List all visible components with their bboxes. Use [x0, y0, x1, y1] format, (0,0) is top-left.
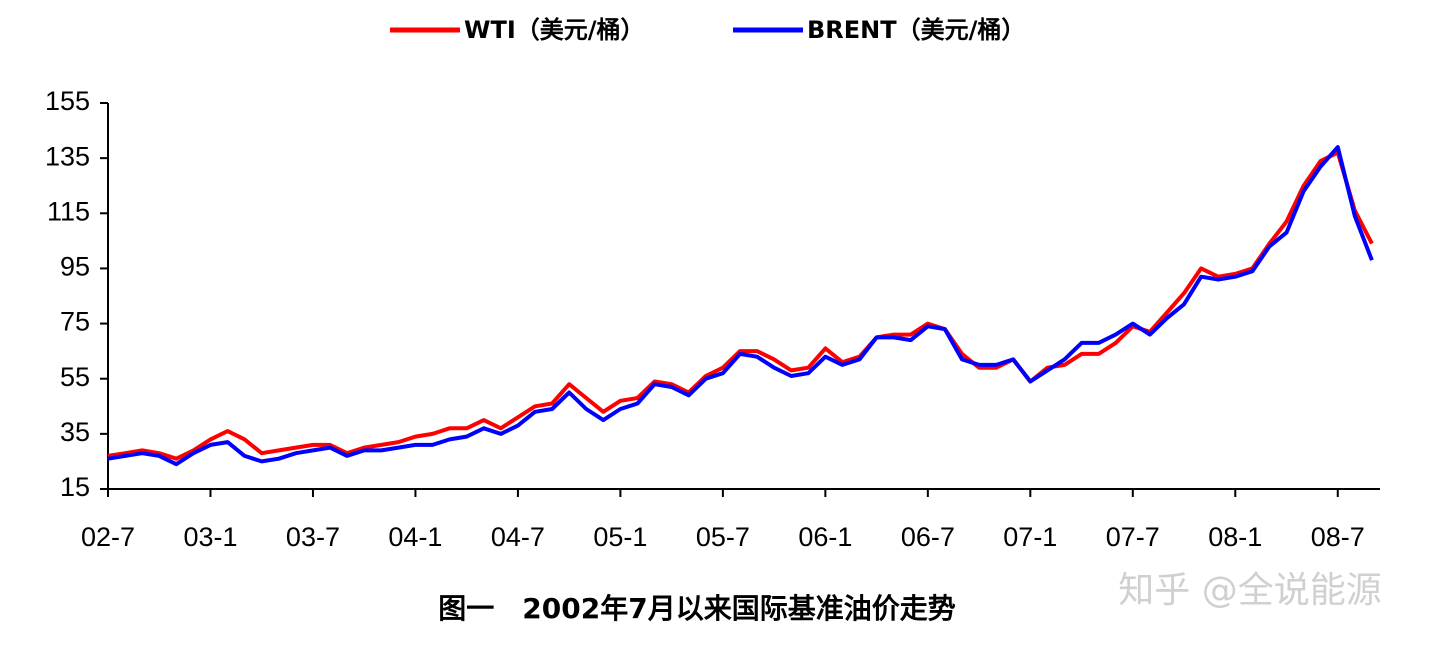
watermark: 知乎 @全说能源	[1118, 570, 1381, 611]
x-tick-label: 02-7	[81, 522, 135, 552]
y-tick-label: 75	[60, 307, 90, 337]
x-tick-label: 06-7	[901, 522, 955, 552]
y-tick-label: 155	[45, 86, 90, 116]
x-tick-label: 05-7	[696, 522, 750, 552]
y-tick-label: 15	[60, 472, 90, 502]
x-tick-label: 08-7	[1311, 522, 1365, 552]
x-tick-label: 07-1	[1003, 522, 1057, 552]
legend-label: WTI（美元/桶）	[464, 16, 645, 44]
y-tick-label: 135	[45, 141, 90, 171]
y-tick-label: 95	[60, 252, 90, 282]
x-tick-label: 04-1	[388, 522, 442, 552]
y-tick-label: 55	[60, 362, 90, 392]
legend-label: BRENT（美元/桶）	[807, 16, 1025, 44]
chart-title: 图一 2002年7月以来国际基准油价走势	[438, 592, 955, 625]
x-tick-label: 06-1	[798, 522, 852, 552]
line-series	[107, 150, 1374, 461]
y-tick-label: 115	[47, 196, 90, 226]
x-tick-label: 03-1	[183, 522, 237, 552]
line-series	[107, 145, 1374, 467]
x-tick-label: 08-1	[1208, 522, 1262, 552]
x-tick-label: 05-1	[593, 522, 647, 552]
x-tick-label: 04-7	[491, 522, 545, 552]
x-tick-label: 07-7	[1106, 522, 1160, 552]
x-tick-label: 03-7	[286, 522, 340, 552]
y-tick-label: 35	[60, 417, 90, 447]
